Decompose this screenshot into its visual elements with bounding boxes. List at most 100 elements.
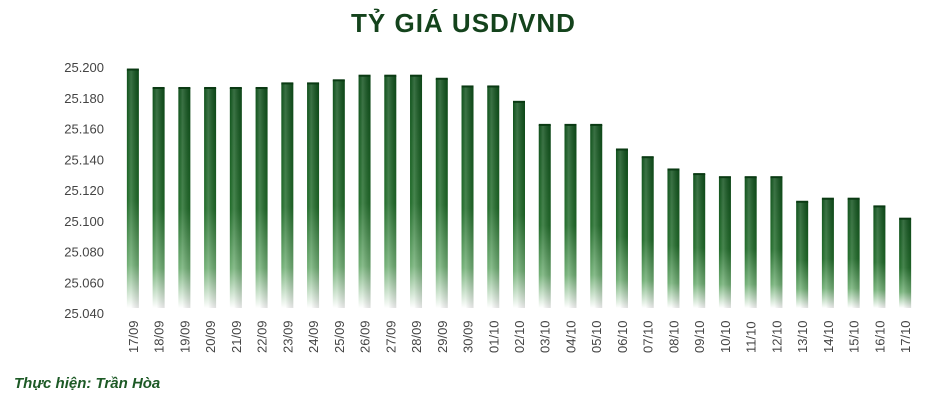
chart-title: TỶ GIÁ USD/VND [351, 8, 576, 38]
x-tick-label: 29/09 [435, 320, 450, 353]
x-tick-label: 14/10 [821, 320, 836, 353]
bar-highlight [693, 174, 706, 308]
x-tick-label: 17/09 [126, 320, 141, 353]
x-tick-label: 23/09 [280, 320, 295, 353]
bars [126, 68, 912, 308]
x-tick-label: 15/10 [847, 320, 862, 353]
bar-highlight [770, 177, 783, 308]
bar-cap [513, 100, 525, 103]
y-tick-label: 25.100 [64, 214, 104, 229]
bar-cap [487, 85, 500, 88]
y-tick-label: 25.080 [64, 245, 104, 260]
bar-cap [307, 82, 320, 85]
bar-highlight [718, 177, 731, 308]
x-tick-label: 28/09 [409, 320, 424, 353]
chart-plot: 25.040 25.060 25.080 25.100 25.120 25.140 25.1… [64, 60, 913, 353]
bar-cap [384, 74, 397, 77]
bar-cap [641, 156, 654, 159]
x-tick-label: 16/10 [872, 320, 887, 353]
bar-highlight [255, 87, 268, 308]
x-tick-label: 18/09 [152, 320, 167, 353]
bar-cap [358, 74, 371, 77]
bar-highlight [410, 75, 423, 308]
author-credit: Thực hiện: Trần Hòa [14, 375, 161, 392]
bar-highlight [538, 124, 551, 308]
x-tick-label: 26/09 [358, 320, 373, 353]
bar-highlight [461, 86, 474, 308]
y-tick-label: 25.120 [64, 183, 104, 198]
x-tick-label: 04/10 [563, 320, 578, 353]
x-tick-label: 20/09 [203, 320, 218, 353]
x-tick-label: 22/09 [255, 320, 270, 353]
bar-cap [332, 79, 345, 82]
bar-cap [538, 123, 551, 126]
y-axis: 25.040 25.060 25.080 25.100 25.120 25.140 25.1… [64, 60, 104, 321]
bar-highlight [126, 69, 139, 308]
x-tick-label: 25/09 [332, 320, 347, 353]
bar-highlight [847, 198, 860, 308]
bar-cap [152, 86, 165, 89]
x-tick-label: 13/10 [795, 320, 810, 353]
bar-cap [204, 86, 217, 89]
y-tick-label: 25.200 [64, 60, 104, 75]
x-tick-label: 05/10 [589, 320, 604, 353]
bar-cap [667, 168, 680, 171]
x-tick-label: 21/09 [229, 320, 244, 353]
x-axis: 17/09 18/09 19/09 20/09 21/09 22/09 23/09 24/09… [126, 320, 913, 353]
x-tick-label: 11/10 [744, 321, 759, 353]
bar-highlight [590, 124, 603, 308]
x-tick-label: 19/09 [177, 320, 192, 353]
bar-cap [847, 197, 860, 200]
bar-cap [821, 197, 834, 200]
bar-cap [255, 86, 268, 89]
x-tick-label: 12/10 [769, 320, 784, 353]
bar-cap [281, 82, 294, 85]
bar-cap [410, 74, 423, 77]
bar-highlight [796, 201, 809, 308]
y-tick-label: 25.060 [64, 275, 104, 290]
y-tick-label: 25.140 [64, 152, 104, 167]
x-tick-label: 09/10 [692, 320, 707, 353]
bar-cap [693, 173, 706, 176]
bar-highlight [821, 198, 834, 308]
bar-cap [229, 86, 242, 89]
bar-cap [718, 176, 731, 179]
bar-highlight [332, 80, 345, 308]
y-tick-label: 25.040 [64, 306, 104, 321]
bar-highlight [204, 87, 217, 308]
bar-highlight [641, 157, 654, 308]
bar-cap [770, 176, 783, 179]
bar-highlight [384, 75, 397, 308]
x-tick-label: 06/10 [615, 320, 630, 353]
x-tick-label: 08/10 [666, 320, 681, 353]
bar-highlight [358, 75, 371, 308]
bar-highlight [152, 87, 165, 308]
bar-highlight [667, 169, 680, 308]
bar-cap [435, 77, 448, 80]
x-tick-label: 17/10 [898, 320, 913, 353]
x-tick-label: 07/10 [641, 320, 656, 353]
bar-cap [178, 86, 191, 89]
bar-cap [899, 217, 912, 220]
bar-highlight [435, 78, 448, 308]
bar-highlight [873, 206, 886, 308]
bar-cap [461, 85, 474, 88]
bar-highlight [513, 101, 525, 308]
x-tick-label: 02/10 [512, 320, 527, 353]
bar-cap [564, 123, 577, 126]
bar-highlight [229, 87, 242, 308]
bar-highlight [307, 83, 320, 308]
x-tick-label: 27/09 [383, 320, 398, 353]
bar-highlight [744, 177, 757, 308]
x-tick-label: 01/10 [486, 320, 501, 353]
bar-cap [126, 68, 139, 71]
x-tick-label: 10/10 [718, 320, 733, 353]
x-tick-label: 24/09 [306, 320, 321, 353]
bar-highlight [178, 87, 191, 308]
bar-cap [744, 176, 757, 179]
bar-cap [590, 123, 603, 126]
bar-highlight [487, 86, 500, 308]
y-tick-label: 25.180 [64, 91, 104, 106]
x-tick-label: 03/10 [538, 320, 553, 353]
bar-cap [873, 205, 886, 208]
